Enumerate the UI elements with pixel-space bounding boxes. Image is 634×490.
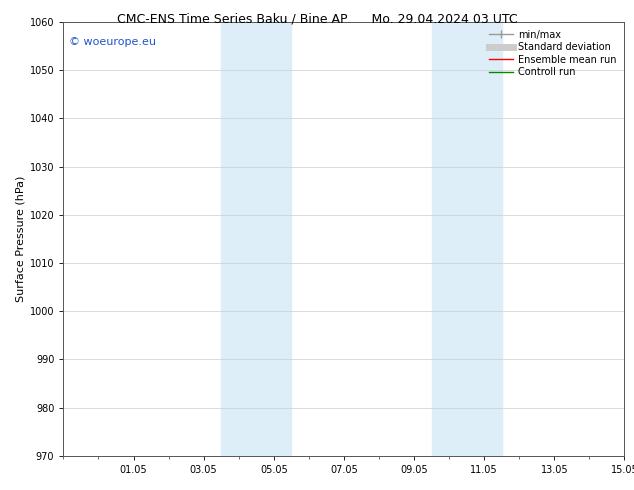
Y-axis label: Surface Pressure (hPa): Surface Pressure (hPa) bbox=[16, 176, 25, 302]
Bar bbox=[432, 22, 501, 456]
Text: CMC-ENS Time Series Baku / Bine AP      Mo. 29.04.2024 03 UTC: CMC-ENS Time Series Baku / Bine AP Mo. 2… bbox=[117, 12, 517, 25]
Text: © woeurope.eu: © woeurope.eu bbox=[68, 37, 156, 47]
Bar bbox=[221, 22, 292, 456]
Legend: min/max, Standard deviation, Ensemble mean run, Controll run: min/max, Standard deviation, Ensemble me… bbox=[486, 27, 619, 80]
